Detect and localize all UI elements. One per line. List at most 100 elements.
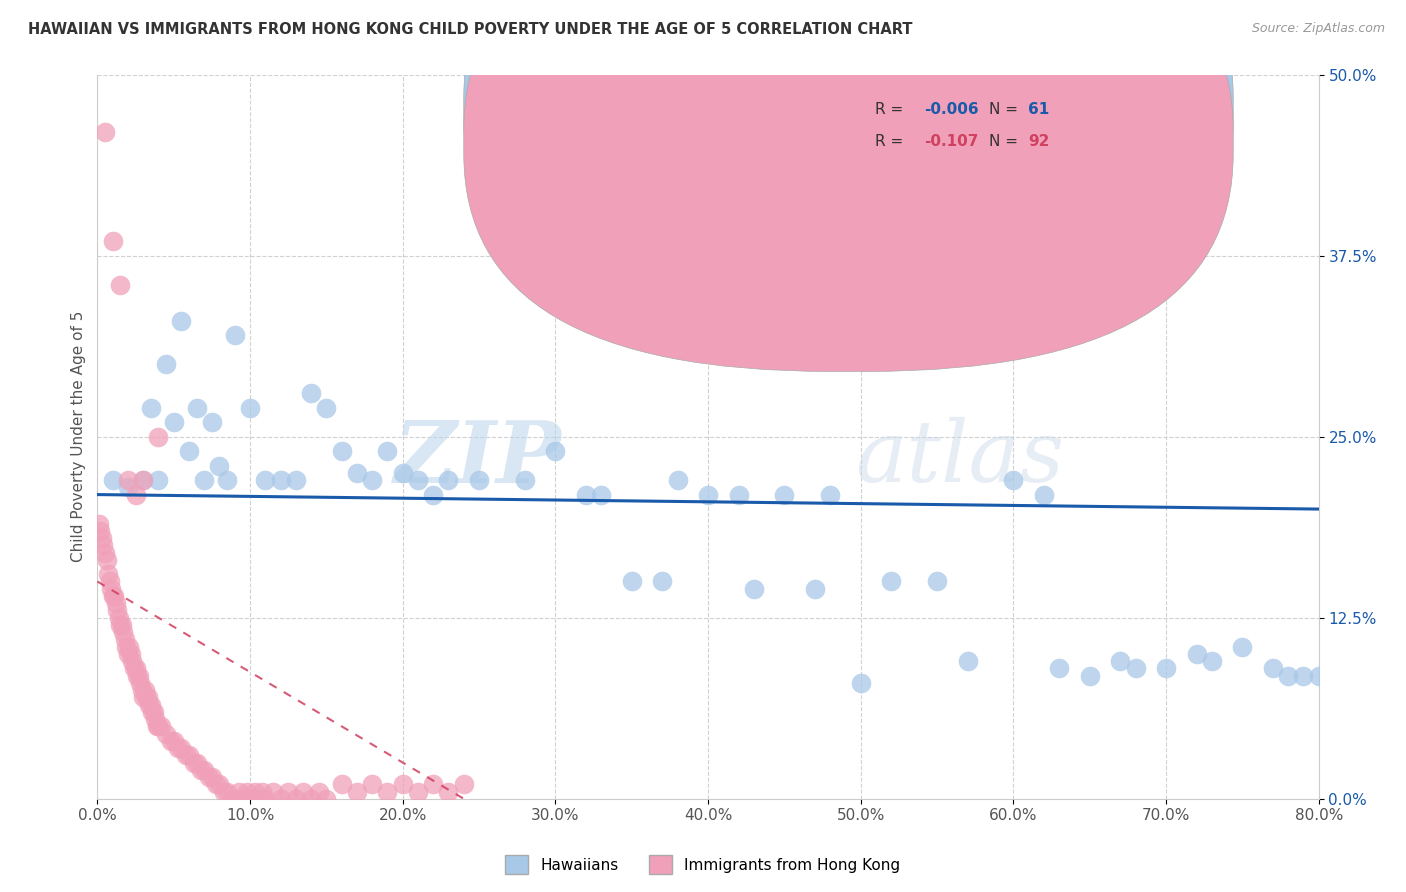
Point [141, 705, 163, 719]
Text: R =: R = [876, 102, 908, 117]
Point [742, 582, 765, 596]
Point [1201, 654, 1223, 668]
Point [1232, 640, 1254, 654]
Text: Source: ZipAtlas.com: Source: ZipAtlas.com [1251, 22, 1385, 36]
Point [159, 734, 181, 748]
Point [112, 625, 135, 640]
Point [246, 791, 269, 805]
Point [437, 473, 460, 487]
Point [132, 473, 155, 487]
Point [804, 582, 827, 596]
Point [96, 553, 118, 567]
Point [208, 458, 231, 473]
Point [377, 784, 399, 798]
Point [262, 784, 284, 798]
Point [773, 487, 796, 501]
Point [849, 676, 872, 690]
Point [98, 574, 121, 589]
Point [90, 531, 112, 545]
Point [284, 791, 307, 805]
Point [221, 791, 243, 805]
Point [103, 589, 125, 603]
Point [591, 487, 613, 501]
Point [406, 784, 429, 798]
Point [544, 444, 567, 458]
Point [330, 444, 353, 458]
Point [236, 784, 259, 798]
Point [115, 640, 138, 654]
Point [377, 444, 399, 458]
Point [252, 784, 274, 798]
Point [117, 480, 139, 494]
Point [453, 777, 475, 791]
Point [122, 661, 145, 675]
Point [224, 791, 246, 805]
Point [727, 487, 749, 501]
Point [292, 784, 315, 798]
Point [406, 473, 429, 487]
Point [208, 777, 231, 791]
Point [193, 763, 215, 777]
Point [254, 791, 277, 805]
Point [513, 473, 536, 487]
Point [101, 234, 124, 248]
Point [150, 719, 173, 733]
Point [1185, 647, 1208, 661]
Point [186, 756, 208, 770]
Point [270, 473, 292, 487]
Point [205, 777, 228, 791]
Point [111, 618, 134, 632]
Point [131, 683, 153, 698]
Point [201, 415, 224, 429]
Point [94, 125, 117, 139]
Point [277, 784, 299, 798]
Point [117, 647, 139, 661]
FancyBboxPatch shape [464, 0, 1233, 339]
FancyBboxPatch shape [811, 82, 1105, 169]
Point [228, 784, 250, 798]
Point [100, 582, 122, 596]
Point [97, 567, 120, 582]
Point [177, 748, 200, 763]
Y-axis label: Child Poverty Under the Age of 5: Child Poverty Under the Age of 5 [72, 311, 86, 562]
Point [1154, 661, 1177, 675]
Point [1261, 661, 1284, 675]
Text: N =: N = [988, 135, 1022, 149]
Point [575, 487, 598, 501]
Point [163, 734, 186, 748]
Legend: Hawaiians, Immigrants from Hong Kong: Hawaiians, Immigrants from Hong Kong [499, 849, 907, 880]
Point [391, 777, 413, 791]
Point [1032, 487, 1054, 501]
Text: -0.107: -0.107 [924, 135, 979, 149]
Point [346, 466, 368, 480]
Point [422, 487, 444, 501]
Point [925, 574, 948, 589]
Point [231, 791, 253, 805]
Text: ZIP: ZIP [394, 417, 561, 500]
Point [120, 647, 142, 661]
Point [139, 401, 162, 415]
Point [818, 487, 841, 501]
Point [174, 748, 197, 763]
Point [87, 516, 110, 531]
Point [299, 791, 322, 805]
Point [239, 791, 262, 805]
Text: atlas: atlas [855, 417, 1064, 500]
Point [1277, 668, 1299, 682]
Point [114, 632, 136, 647]
Point [138, 698, 160, 712]
Point [148, 430, 170, 444]
Point [437, 784, 460, 798]
Point [170, 314, 193, 328]
Point [217, 473, 239, 487]
Point [422, 777, 444, 791]
Point [315, 791, 337, 805]
Point [468, 473, 491, 487]
Point [136, 690, 159, 705]
Point [1308, 668, 1330, 682]
Point [125, 668, 148, 682]
Point [284, 473, 307, 487]
Point [89, 524, 111, 538]
Point [93, 538, 115, 552]
Point [107, 610, 129, 624]
